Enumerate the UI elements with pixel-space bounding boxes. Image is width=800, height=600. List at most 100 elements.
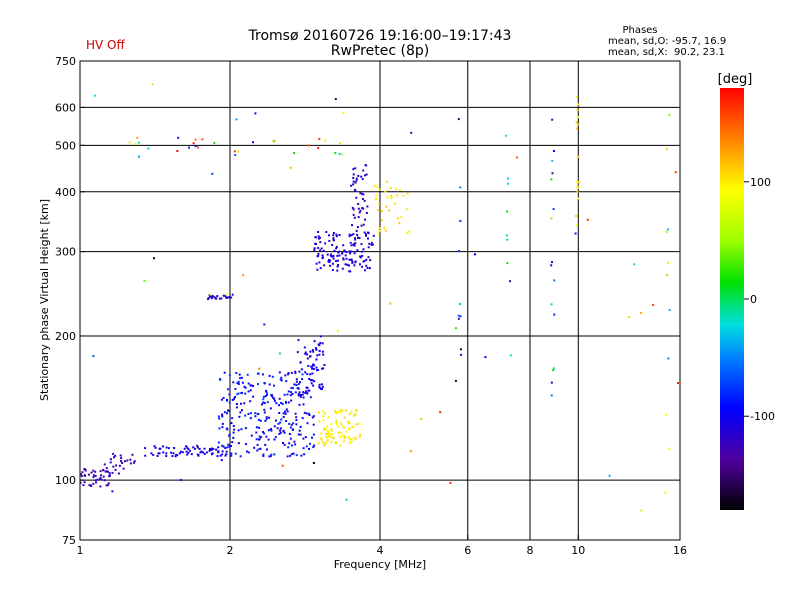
data-point bbox=[262, 455, 265, 457]
data-point bbox=[400, 216, 403, 219]
data-point bbox=[270, 453, 273, 456]
data-point bbox=[332, 254, 335, 257]
data-point bbox=[262, 453, 265, 456]
data-point bbox=[278, 404, 280, 407]
data-point bbox=[365, 173, 368, 176]
data-point bbox=[315, 262, 318, 265]
data-point bbox=[273, 425, 276, 428]
data-point bbox=[288, 442, 291, 445]
y-tick-label: 600 bbox=[55, 101, 76, 114]
data-point bbox=[83, 474, 86, 477]
data-point bbox=[96, 478, 99, 481]
data-point bbox=[551, 159, 554, 162]
data-point bbox=[352, 173, 355, 176]
data-point bbox=[285, 408, 288, 411]
data-point bbox=[170, 451, 173, 454]
data-point bbox=[398, 221, 401, 224]
data-point bbox=[355, 230, 358, 232]
data-point bbox=[246, 450, 248, 453]
data-point bbox=[165, 452, 168, 455]
data-point bbox=[359, 433, 362, 436]
data-point bbox=[317, 252, 320, 255]
data-point bbox=[357, 236, 360, 239]
data-point bbox=[550, 394, 553, 397]
data-point bbox=[230, 445, 232, 447]
data-point bbox=[185, 450, 188, 453]
data-point bbox=[230, 454, 233, 457]
data-point bbox=[350, 184, 353, 187]
data-point bbox=[292, 452, 295, 455]
data-point bbox=[273, 399, 276, 402]
data-point bbox=[323, 364, 326, 366]
data-point bbox=[360, 175, 363, 178]
data-point bbox=[257, 383, 259, 386]
data-point bbox=[396, 194, 399, 197]
data-point bbox=[439, 411, 442, 414]
data-point bbox=[189, 449, 191, 452]
data-point bbox=[228, 434, 231, 437]
data-point bbox=[217, 446, 220, 449]
data-point bbox=[380, 219, 383, 222]
data-point bbox=[243, 402, 246, 405]
data-point bbox=[174, 455, 177, 458]
data-point bbox=[282, 430, 285, 433]
data-point bbox=[336, 411, 339, 414]
data-point bbox=[262, 373, 264, 376]
data-point bbox=[335, 442, 337, 444]
data-point bbox=[325, 428, 328, 431]
data-point bbox=[306, 392, 309, 395]
data-point bbox=[220, 459, 223, 462]
data-point bbox=[319, 241, 322, 244]
data-point bbox=[290, 399, 293, 402]
data-point bbox=[265, 389, 268, 392]
data-point bbox=[309, 355, 312, 358]
data-point bbox=[354, 167, 357, 170]
data-point bbox=[367, 237, 369, 240]
data-point bbox=[352, 208, 355, 211]
data-point bbox=[291, 428, 294, 431]
data-point bbox=[576, 190, 579, 193]
data-point bbox=[302, 447, 305, 450]
data-point bbox=[157, 452, 160, 455]
data-point bbox=[312, 446, 315, 449]
data-point bbox=[348, 264, 350, 267]
data-point bbox=[153, 445, 156, 448]
data-point bbox=[333, 249, 336, 252]
data-point bbox=[341, 153, 344, 156]
data-point bbox=[284, 412, 287, 415]
data-point bbox=[298, 370, 301, 373]
y-tick-label: 400 bbox=[55, 186, 76, 199]
data-point bbox=[550, 178, 553, 181]
data-point bbox=[314, 242, 317, 245]
data-point bbox=[179, 450, 182, 453]
data-point bbox=[351, 206, 354, 209]
data-point bbox=[106, 484, 109, 487]
data-point bbox=[352, 233, 355, 236]
data-point bbox=[303, 346, 306, 349]
data-point bbox=[406, 232, 409, 235]
data-point bbox=[312, 415, 315, 418]
data-point bbox=[577, 155, 580, 158]
data-point bbox=[326, 253, 329, 256]
data-point bbox=[322, 353, 325, 356]
data-point bbox=[305, 386, 308, 389]
data-point bbox=[320, 383, 323, 386]
data-point bbox=[665, 230, 668, 233]
data-point bbox=[344, 254, 347, 257]
data-point bbox=[232, 425, 235, 427]
data-point bbox=[254, 412, 257, 415]
data-point bbox=[305, 445, 308, 448]
data-point bbox=[266, 393, 269, 396]
data-point bbox=[192, 446, 195, 449]
data-point bbox=[247, 451, 250, 454]
data-point bbox=[275, 419, 277, 422]
data-point bbox=[311, 379, 314, 382]
data-point bbox=[505, 234, 508, 237]
data-point bbox=[449, 481, 452, 484]
data-point bbox=[327, 416, 330, 419]
data-point bbox=[279, 427, 282, 430]
data-point bbox=[460, 353, 463, 356]
data-point bbox=[158, 447, 161, 450]
data-point bbox=[408, 230, 411, 233]
data-point bbox=[318, 411, 320, 414]
